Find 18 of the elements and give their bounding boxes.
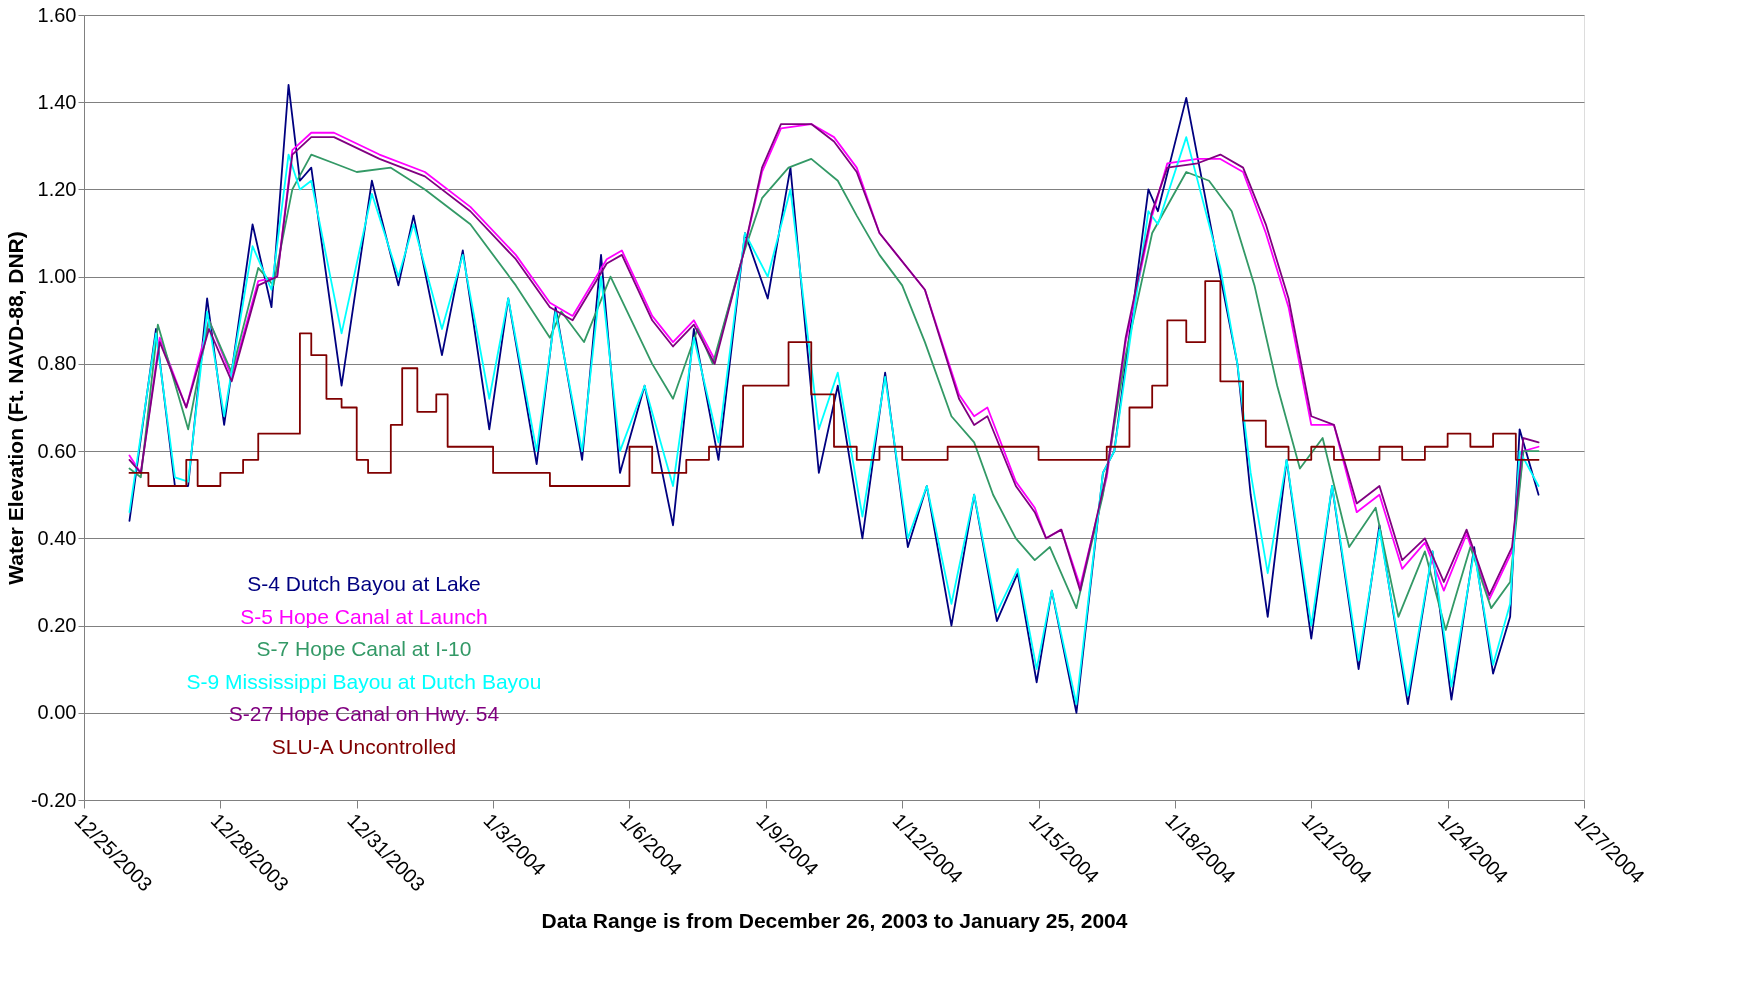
y-tick-label: 0.40 <box>37 526 77 549</box>
y-tick-label: -0.20 <box>30 788 77 811</box>
text: S-27 Hope Canal on Hwy. 54 <box>228 702 500 725</box>
text: S-4 Dutch Bayou at Lake <box>247 572 481 595</box>
text: SLU-A Uncontrolled <box>271 734 457 758</box>
text: S-7 Hope Canal at I-10 <box>256 637 472 660</box>
y-tick-label: 1.40 <box>37 90 77 113</box>
y-tick-label: 1.60 <box>37 3 77 26</box>
y-tick-label: 1.00 <box>37 265 77 288</box>
y-tick-label: 0.20 <box>37 614 77 637</box>
y-tick-label: 0.00 <box>37 701 77 724</box>
y-axis-title: Water Elevation (Ft. NAVD-88, DNR) <box>3 231 27 585</box>
x-axis-title: Data Range is from December 26, 2003 to January 25, 2004 <box>541 909 1128 933</box>
y-tick-label: 0.80 <box>37 352 77 375</box>
y-tick-label: 0.60 <box>37 439 77 462</box>
text: S-9 Mississippi Bayou at Dutch Bayou <box>186 669 542 693</box>
text: S-5 Hope Canal at Launch <box>240 604 488 628</box>
y-tick-label: 1.20 <box>37 177 77 200</box>
